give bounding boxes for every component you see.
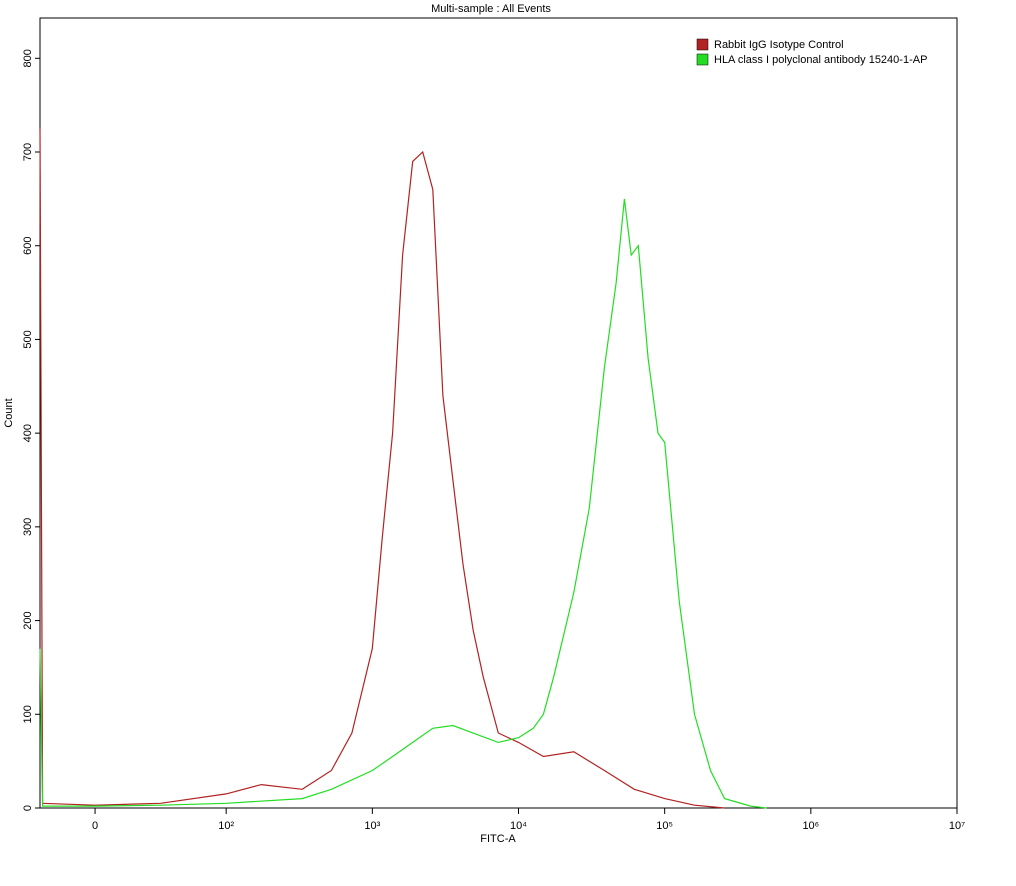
series-line bbox=[39, 198, 767, 809]
x-tick-label: 10⁷ bbox=[949, 820, 965, 832]
series-line bbox=[39, 128, 725, 809]
y-tick-label: 400 bbox=[22, 424, 34, 442]
y-tick-label: 800 bbox=[22, 49, 34, 67]
legend-label: Rabbit IgG Isotype Control bbox=[714, 39, 844, 51]
y-tick-label: 700 bbox=[22, 143, 34, 161]
legend-label: HLA class I polyclonal antibody 15240-1-… bbox=[714, 54, 927, 66]
y-tick-label: 0 bbox=[22, 805, 34, 811]
y-tick-label: 200 bbox=[22, 611, 34, 629]
x-tick-label: 10⁴ bbox=[510, 820, 527, 832]
legend-swatch bbox=[696, 53, 709, 66]
chart-title: Multi-sample : All Events bbox=[431, 3, 551, 15]
y-axis-label: Count bbox=[3, 398, 15, 427]
y-tick-label: 600 bbox=[22, 237, 34, 255]
y-tick-label: 500 bbox=[22, 330, 34, 348]
x-axis-label: FITC-A bbox=[480, 833, 516, 845]
x-tick-label: 10⁶ bbox=[802, 820, 819, 832]
y-tick-label: 300 bbox=[22, 518, 34, 536]
plot-frame bbox=[39, 17, 958, 809]
x-tick-label: 10⁵ bbox=[656, 820, 673, 832]
x-tick-label: 10² bbox=[218, 820, 234, 832]
legend-swatch bbox=[696, 38, 709, 51]
x-tick-label: 10³ bbox=[364, 820, 380, 832]
y-tick-label: 100 bbox=[22, 705, 34, 723]
x-tick-label: 0 bbox=[92, 820, 98, 832]
